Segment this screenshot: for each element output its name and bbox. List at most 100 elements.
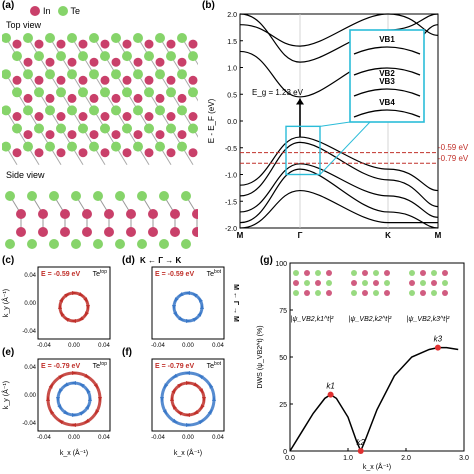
wf-label-2: |ψ_VB2,k2^t|² xyxy=(349,316,392,323)
in-atom xyxy=(144,39,154,49)
te-atom xyxy=(45,105,55,116)
wf-atom xyxy=(442,290,448,296)
spin-arrow xyxy=(177,292,184,297)
energy-label: E = -0.59 eV xyxy=(155,271,194,278)
y-tick-label: 0.0 xyxy=(227,119,237,126)
in-atom xyxy=(23,130,33,140)
x-tick-label: M xyxy=(237,231,244,240)
wf-atom xyxy=(431,270,437,276)
te-atom xyxy=(155,33,165,43)
side-path-label: M ← Γ → M xyxy=(232,284,239,322)
panel-c-label: (c) xyxy=(2,255,15,266)
in-atom xyxy=(23,57,33,67)
point-label-k3: k3 xyxy=(434,335,443,344)
te-atom xyxy=(45,141,55,152)
in-atom xyxy=(188,39,198,49)
in-atom xyxy=(78,111,88,121)
wf-atom xyxy=(315,290,321,296)
x-tick-label: 0.04 xyxy=(98,435,110,441)
te-atom xyxy=(137,191,147,201)
te-atom xyxy=(27,191,37,201)
layer-label: Tebot xyxy=(207,269,222,278)
point-label-k2: k2 xyxy=(357,438,366,447)
te-atom xyxy=(67,141,77,152)
spin-arrow xyxy=(200,303,204,309)
spin-arrow xyxy=(86,387,91,394)
y-axis-label: DWS (ψ_VB2^t) (%) xyxy=(257,325,264,388)
y-tick-label: 50 xyxy=(279,355,287,362)
y-tick-label: 0.00 xyxy=(24,393,36,399)
inset-band xyxy=(353,67,421,76)
in-atom xyxy=(38,227,48,237)
energy-label: E = -0.59 eV xyxy=(41,271,80,278)
ky-axis-label: k_y (Å⁻¹) xyxy=(1,381,10,409)
te-atom xyxy=(166,123,176,134)
panel-a: (a) In Te Top view Side view xyxy=(0,0,200,250)
y-tick-label: -1.0 xyxy=(225,173,237,180)
in-atom xyxy=(111,93,121,103)
in-atom xyxy=(126,209,136,219)
in-atom xyxy=(155,93,165,103)
in-atom xyxy=(89,57,99,67)
spin-arrow xyxy=(191,293,198,298)
x-tick-label: 0.00 xyxy=(182,343,194,349)
spin-panel-frame xyxy=(151,266,225,340)
valence-band xyxy=(239,168,439,229)
in-atom xyxy=(12,148,22,158)
wf-atom xyxy=(304,290,310,296)
in-atom xyxy=(166,75,176,85)
in-atom xyxy=(166,111,176,121)
te-atom xyxy=(159,191,169,201)
inset-box xyxy=(349,29,425,123)
in-atom xyxy=(122,148,132,158)
point-label-k1: k1 xyxy=(326,382,334,391)
spin-arrow xyxy=(70,319,76,323)
valence-band xyxy=(239,141,439,208)
te-atom xyxy=(133,33,143,43)
x-tick-label: 1.0 xyxy=(343,455,353,462)
inset-band xyxy=(353,88,421,97)
in-atom xyxy=(122,75,132,85)
energy-label: E = -0.79 eV xyxy=(155,363,194,370)
spin-arrow xyxy=(176,411,183,416)
energy-label: E = -0.79 eV xyxy=(41,363,80,370)
spin-arrow xyxy=(60,310,65,317)
te-atom xyxy=(23,69,33,80)
ky-axis-label: k_y (Å⁻¹) xyxy=(1,289,10,317)
spin-arrow xyxy=(173,311,178,318)
in-atom xyxy=(133,57,143,67)
in-atom-icon xyxy=(30,6,40,16)
spin-arrow xyxy=(63,410,70,415)
point-k3 xyxy=(434,344,441,351)
spin-arrow xyxy=(172,403,177,410)
spin-arrow xyxy=(178,316,185,321)
in-atom xyxy=(133,130,143,140)
valence-band xyxy=(239,136,439,192)
spin-arrow xyxy=(58,303,62,309)
legend-te: Te xyxy=(70,6,81,16)
spin-arrow xyxy=(88,395,92,401)
in-atom xyxy=(166,39,176,49)
x-tick-label: Γ xyxy=(298,231,303,240)
te-atom xyxy=(188,123,198,134)
te-atom xyxy=(177,105,187,116)
in-atom xyxy=(45,130,55,140)
te-atom-icon xyxy=(57,6,68,16)
spin-arrow xyxy=(198,296,203,303)
wf-label-1: |ψ_VB2,k1^t|² xyxy=(291,316,334,323)
x-tick-label: -0.04 xyxy=(37,343,51,349)
te-atom xyxy=(115,191,125,201)
spin-arrow xyxy=(202,397,206,403)
te-atom xyxy=(67,69,77,80)
spin-arrow xyxy=(84,373,91,379)
energy-line-2-label: -0.79 eV xyxy=(438,154,469,163)
wf-atom xyxy=(373,270,379,276)
wf-atom xyxy=(351,270,357,276)
y-tick-label: 0.5 xyxy=(227,92,237,99)
spin-arrow xyxy=(49,408,55,415)
spin-texture-plots: E = -0.59 eV Tetop -0.04 0.00 0.04 0.04 0.00 -0… xyxy=(1,266,239,457)
panel-a-label: (a) xyxy=(2,0,15,11)
in-atom xyxy=(170,227,180,237)
in-atom xyxy=(192,227,198,237)
x-tick-label: -0.04 xyxy=(37,435,51,441)
